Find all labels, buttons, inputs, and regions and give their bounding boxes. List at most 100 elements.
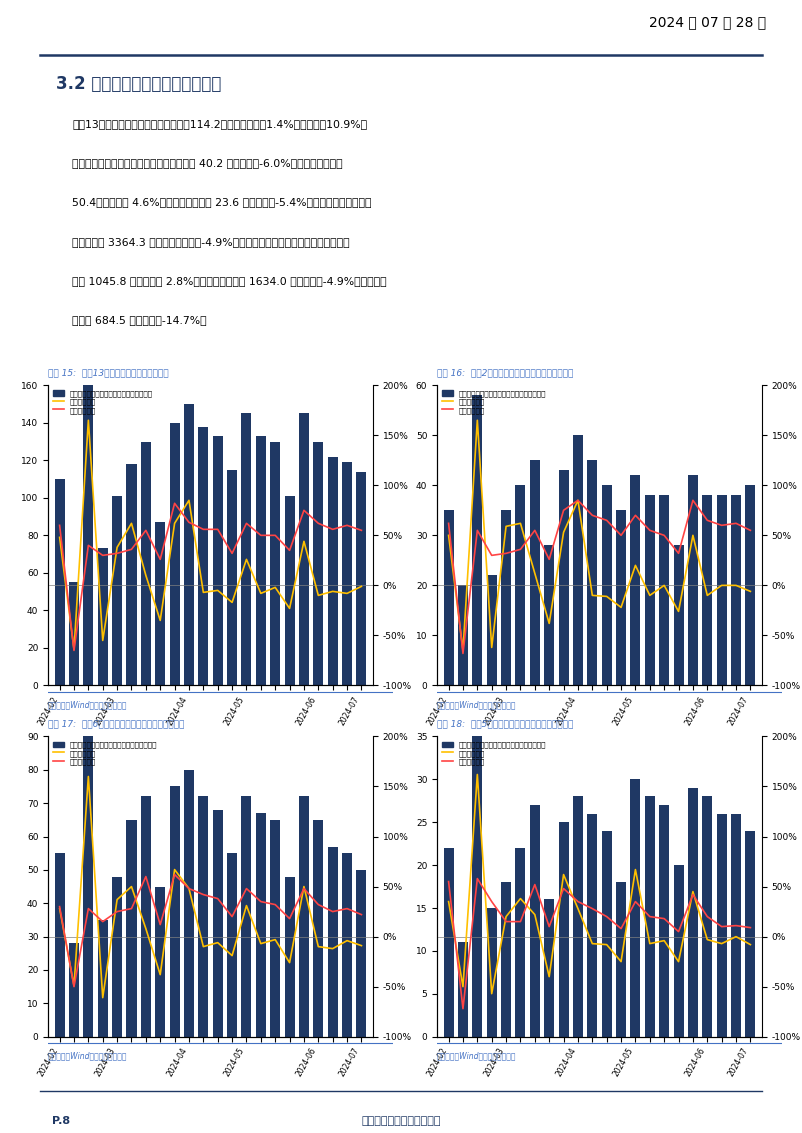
Bar xyxy=(731,495,741,685)
Bar xyxy=(501,510,511,685)
Text: 积为 1045.8 万方，同比 2.8%；样本二线城市为 1634.0 万方，同比-4.9%；样本三线: 积为 1045.8 万方，同比 2.8%；样本二线城市为 1634.0 万方，同… xyxy=(72,276,387,286)
Bar xyxy=(745,830,755,1037)
Text: 3.2 二手房成交（商品住宅口径）: 3.2 二手房成交（商品住宅口径） xyxy=(56,76,221,93)
Bar xyxy=(112,496,122,685)
Bar xyxy=(169,423,180,685)
Text: 图表 18:  本周5个三线城市二手房成交面积及同环比: 图表 18: 本周5个三线城市二手房成交面积及同环比 xyxy=(437,719,573,729)
Bar xyxy=(55,853,65,1037)
Bar xyxy=(356,471,367,685)
Bar xyxy=(141,442,151,685)
Bar xyxy=(98,920,107,1037)
Bar xyxy=(285,877,294,1037)
Bar xyxy=(98,548,107,685)
Bar xyxy=(516,485,525,685)
Bar xyxy=(270,820,280,1037)
Bar xyxy=(356,870,367,1037)
Bar xyxy=(530,806,540,1037)
Bar xyxy=(328,846,338,1037)
Bar xyxy=(472,736,482,1037)
Bar xyxy=(688,787,698,1037)
Bar xyxy=(545,900,554,1037)
Bar xyxy=(198,426,209,685)
Bar xyxy=(487,576,496,685)
Legend: 样本城市二手房成交总面积（万方，左轴）, 环比（右轴）, 同比（右轴）: 样本城市二手房成交总面积（万方，左轴）, 环比（右轴）, 同比（右轴） xyxy=(52,389,154,415)
Bar xyxy=(227,470,237,685)
Bar xyxy=(573,796,583,1037)
Bar xyxy=(198,796,209,1037)
Bar xyxy=(745,485,755,685)
Bar xyxy=(127,465,136,685)
Bar xyxy=(659,495,669,685)
Bar xyxy=(69,944,79,1037)
Bar xyxy=(530,460,540,685)
Text: 成交面积为 3364.3 万方，同比变动为-4.9%；其中样本一线城市的累计二手房成交面: 成交面积为 3364.3 万方，同比变动为-4.9%；其中样本一线城市的累计二手… xyxy=(72,237,350,247)
Bar xyxy=(342,462,352,685)
Bar xyxy=(256,813,265,1037)
Bar xyxy=(328,457,338,685)
Bar xyxy=(731,813,741,1037)
Text: 资料来源：Wind，国盛证券研究所: 资料来源：Wind，国盛证券研究所 xyxy=(437,1051,516,1060)
Bar xyxy=(616,510,626,685)
Bar xyxy=(645,796,654,1037)
Bar xyxy=(616,883,626,1037)
Bar xyxy=(545,545,554,685)
Bar xyxy=(458,586,468,685)
Text: 资料来源：Wind，国盛证券研究所: 资料来源：Wind，国盛证券研究所 xyxy=(48,1051,128,1060)
Bar xyxy=(587,460,597,685)
Bar xyxy=(256,436,265,685)
Text: P.8: P.8 xyxy=(52,1116,71,1126)
Bar xyxy=(573,435,583,685)
Bar xyxy=(688,475,698,685)
Bar xyxy=(717,813,727,1037)
Bar xyxy=(703,796,712,1037)
Bar xyxy=(645,495,654,685)
Text: 城市为 684.5 万方，同比-14.7%。: 城市为 684.5 万方，同比-14.7%。 xyxy=(72,315,207,325)
Bar xyxy=(127,820,136,1037)
Bar xyxy=(342,853,352,1037)
Bar xyxy=(444,847,454,1037)
Bar xyxy=(558,470,569,685)
Bar xyxy=(112,877,122,1037)
Text: 2024 年 07 月 28 日: 2024 年 07 月 28 日 xyxy=(649,15,766,28)
Bar xyxy=(299,796,309,1037)
Bar xyxy=(630,780,641,1037)
Bar xyxy=(472,395,482,685)
Bar xyxy=(227,853,237,1037)
Bar xyxy=(299,414,309,685)
Bar xyxy=(602,485,612,685)
Bar xyxy=(83,385,93,685)
Legend: 样本三线城市二手房成交面积（万方，左轴）, 环比（右轴）, 同比（右轴）: 样本三线城市二手房成交面积（万方，左轴）, 环比（右轴）, 同比（右轴） xyxy=(441,740,548,766)
Bar xyxy=(141,796,151,1037)
Bar xyxy=(587,813,597,1037)
Text: 资料来源：Wind，国盛证券研究所: 资料来源：Wind，国盛证券研究所 xyxy=(437,700,516,709)
Bar xyxy=(69,582,79,685)
Text: 请仔细阅读本报告末页声明: 请仔细阅读本报告末页声明 xyxy=(361,1116,441,1126)
Bar xyxy=(602,830,612,1037)
Bar xyxy=(659,806,669,1037)
Bar xyxy=(83,736,93,1037)
Bar xyxy=(458,943,468,1037)
Bar xyxy=(674,545,683,685)
Bar xyxy=(213,810,223,1037)
Text: 图表 16:  本周2个一线城市二手房成交面积及同环比: 图表 16: 本周2个一线城市二手房成交面积及同环比 xyxy=(437,368,573,377)
Bar xyxy=(213,436,223,685)
Bar xyxy=(156,886,165,1037)
Bar xyxy=(270,442,280,685)
Bar xyxy=(241,796,252,1037)
Text: 50.4万方，环比 4.6%；样本三线城市为 23.6 万方，环比-5.4%。年初至今累计二手房: 50.4万方，环比 4.6%；样本三线城市为 23.6 万方，环比-5.4%。年… xyxy=(72,197,371,207)
Text: 图表 15:  本周13城二手房成交面积及同环比: 图表 15: 本周13城二手房成交面积及同环比 xyxy=(48,368,168,377)
Bar xyxy=(314,442,323,685)
Legend: 样本一线城市二手房成交面积（万方，左轴）, 环比（右轴）, 同比（右轴）: 样本一线城市二手房成交面积（万方，左轴）, 环比（右轴）, 同比（右轴） xyxy=(441,389,548,415)
Bar xyxy=(703,495,712,685)
Bar xyxy=(501,883,511,1037)
Bar xyxy=(314,820,323,1037)
Text: 图表 17:  本周6个二线城市二手房成交面积及同环比: 图表 17: 本周6个二线城市二手房成交面积及同环比 xyxy=(48,719,184,729)
Bar xyxy=(444,510,454,685)
Text: 资料来源：Wind，国盛证券研究所: 资料来源：Wind，国盛证券研究所 xyxy=(48,700,128,709)
Bar xyxy=(516,847,525,1037)
Bar xyxy=(156,522,165,685)
Bar xyxy=(184,404,194,685)
Legend: 样本二线城市二手房成交面积（万方，左轴）, 环比（右轴）, 同比（右轴）: 样本二线城市二手房成交面积（万方，左轴）, 环比（右轴）, 同比（右轴） xyxy=(52,740,159,766)
Bar xyxy=(717,495,727,685)
Bar xyxy=(630,475,641,685)
